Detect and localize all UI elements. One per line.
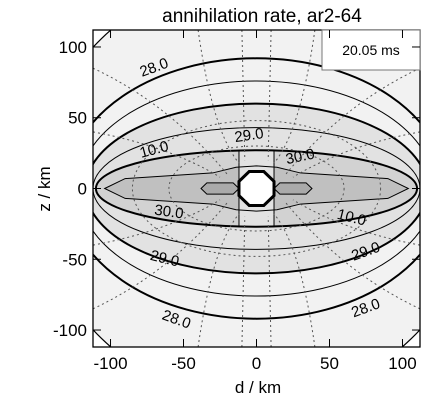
field-line	[267, 216, 272, 347]
central-core	[237, 170, 276, 207]
field-line	[168, 145, 345, 232]
contour-labels: 28.029.010.0 30.030.0 10.029.0 29.028.0 28.0	[138, 55, 383, 333]
contour-label: 30.0	[284, 145, 316, 168]
field-line	[93, 199, 221, 246]
x-axis: -100 -50 0 50 100	[94, 30, 417, 373]
field-line	[292, 131, 420, 178]
contour-label: 10.0	[138, 138, 171, 162]
field-line	[292, 199, 420, 246]
x-tick-label: -100	[94, 354, 128, 373]
field-line	[93, 202, 228, 310]
field-line	[241, 30, 246, 161]
isoline-28	[93, 57, 420, 320]
y-axis: -100 -50 0 50 100	[53, 38, 420, 340]
contour-band-core	[200, 182, 240, 195]
time-box: 20.05 ms	[321, 29, 421, 71]
field-line	[267, 30, 272, 161]
time-label: 20.05 ms	[342, 42, 400, 58]
field-line	[93, 131, 221, 178]
field-line	[131, 120, 382, 257]
y-tick-label: 50	[68, 109, 87, 128]
central-object	[237, 170, 276, 207]
contour-label: 30.0	[153, 202, 184, 223]
y-tick-label: 0	[78, 180, 87, 199]
isoline-inner	[103, 165, 410, 212]
y-tick-label: 100	[59, 38, 87, 57]
x-tick-label: 50	[320, 354, 339, 373]
field-line	[93, 67, 228, 175]
contour-label: 29.0	[233, 125, 264, 146]
contour-band-core	[273, 182, 313, 195]
y-tick-label: -50	[62, 250, 87, 269]
field-lines	[93, 30, 420, 347]
isoline-28-5	[93, 80, 420, 297]
x-tick-label: 100	[388, 354, 416, 373]
field-line	[197, 213, 240, 347]
field-line	[241, 216, 246, 347]
contour-label: 10.0	[335, 206, 367, 230]
field-line	[197, 30, 240, 164]
x-tick-label: 0	[252, 354, 261, 373]
field-line	[273, 30, 316, 164]
isoline-29-5	[93, 127, 420, 250]
x-axis-label: d / km	[235, 378, 281, 397]
x-tick-label: -50	[171, 354, 196, 373]
chart-title: annihilation rate, ar2-64	[162, 6, 362, 27]
field-line	[285, 202, 420, 310]
y-axis-label: z / km	[35, 166, 54, 211]
contour-label: 29.0	[148, 247, 180, 271]
isoline-29	[93, 102, 420, 275]
field-line	[285, 67, 420, 175]
field-line	[273, 213, 316, 347]
time-box-frame	[321, 29, 421, 71]
y-tick-label: -100	[53, 321, 87, 340]
